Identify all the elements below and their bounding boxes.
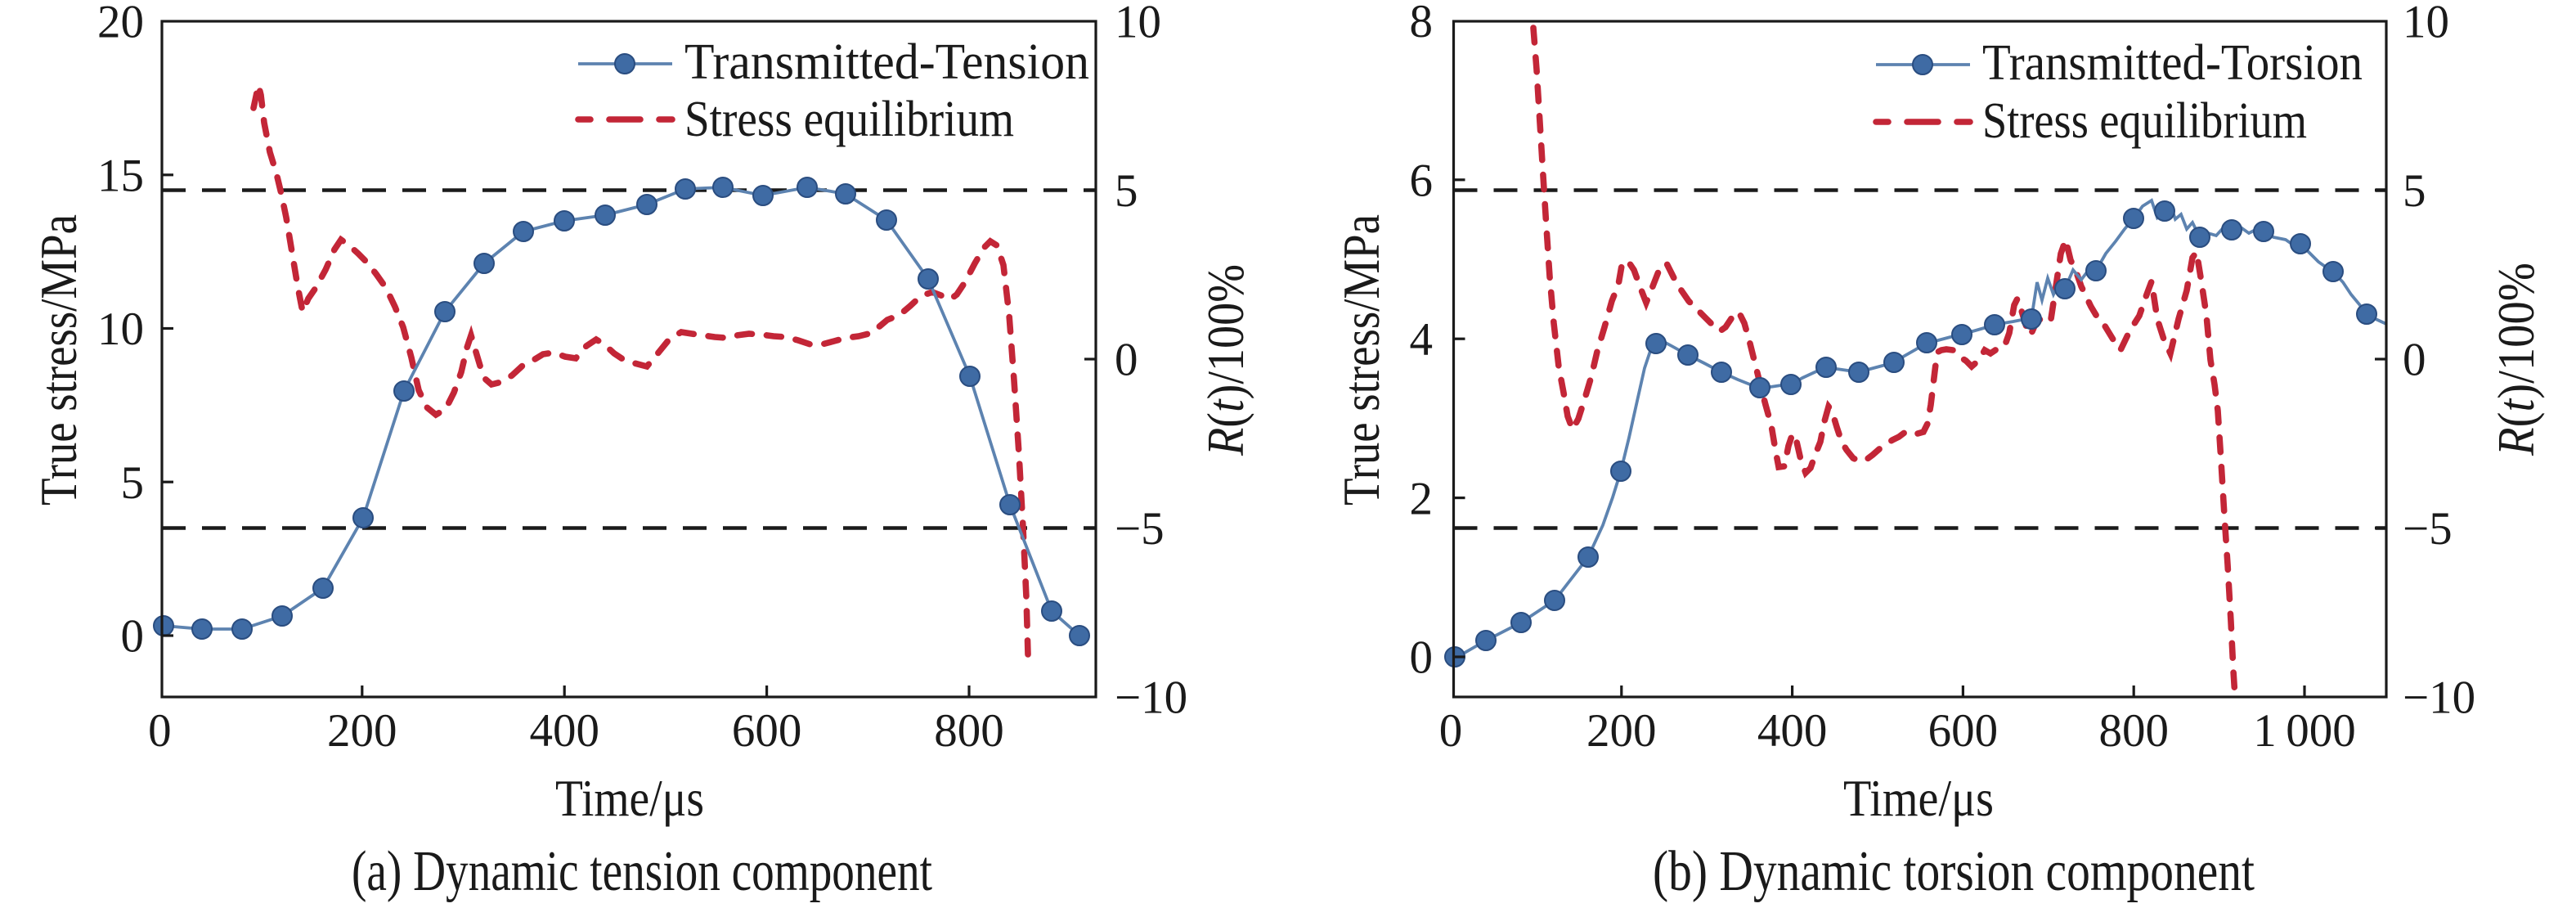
svg-text:200: 200 [1586, 705, 1657, 757]
svg-text:6: 6 [1410, 155, 1434, 207]
svg-text:0: 0 [1115, 335, 1138, 386]
svg-text:5: 5 [1115, 165, 1138, 217]
svg-text:5: 5 [2403, 165, 2426, 217]
svg-text:(a) Dynamic tension component: (a) Dynamic tension component [352, 840, 932, 903]
svg-text:True stress/MPa: True stress/MPa [30, 214, 88, 506]
svg-text:−5: −5 [2403, 503, 2453, 555]
svg-text:20: 20 [97, 0, 144, 48]
svg-text:10: 10 [97, 303, 144, 355]
svg-text:0: 0 [2403, 335, 2426, 386]
svg-text:Stress equilibrium: Stress equilibrium [1982, 93, 2307, 149]
svg-text:400: 400 [529, 705, 599, 757]
svg-text:800: 800 [2098, 705, 2169, 757]
svg-text:800: 800 [934, 705, 1004, 757]
svg-text:Time/μs: Time/μs [555, 770, 704, 827]
svg-text:15: 15 [97, 150, 144, 201]
svg-text:−10: −10 [1115, 672, 1187, 724]
svg-text:10: 10 [1115, 0, 1161, 48]
svg-text:2: 2 [1410, 473, 1434, 524]
svg-text:0: 0 [148, 705, 172, 757]
svg-text:(b) Dynamic torsion component: (b) Dynamic torsion component [1653, 840, 2255, 903]
svg-text:0: 0 [121, 611, 145, 663]
svg-text:10: 10 [2403, 0, 2449, 48]
svg-text:R(t)/100%: R(t)/100% [1197, 264, 1254, 456]
svg-text:−5: −5 [1115, 503, 1165, 555]
svg-text:True stress/MPa: True stress/MPa [1333, 214, 1390, 506]
svg-text:600: 600 [1928, 705, 1999, 757]
svg-text:5: 5 [121, 457, 145, 509]
svg-text:400: 400 [1757, 705, 1828, 757]
svg-text:R(t)/100%: R(t)/100% [2488, 263, 2545, 456]
svg-text:Stress equilibrium: Stress equilibrium [684, 92, 1014, 147]
svg-text:0: 0 [1410, 632, 1434, 684]
svg-text:Transmitted-Torsion: Transmitted-Torsion [1982, 35, 2363, 91]
svg-text:600: 600 [732, 705, 802, 757]
svg-text:8: 8 [1410, 0, 1434, 47]
svg-text:1 000: 1 000 [2253, 705, 2355, 757]
svg-text:Time/μs: Time/μs [1843, 770, 1994, 827]
svg-text:0: 0 [1439, 705, 1463, 757]
svg-text:Transmitted-Tension: Transmitted-Tension [684, 34, 1089, 90]
svg-text:−10: −10 [2403, 672, 2475, 724]
svg-text:4: 4 [1410, 314, 1434, 366]
svg-text:200: 200 [327, 705, 397, 757]
